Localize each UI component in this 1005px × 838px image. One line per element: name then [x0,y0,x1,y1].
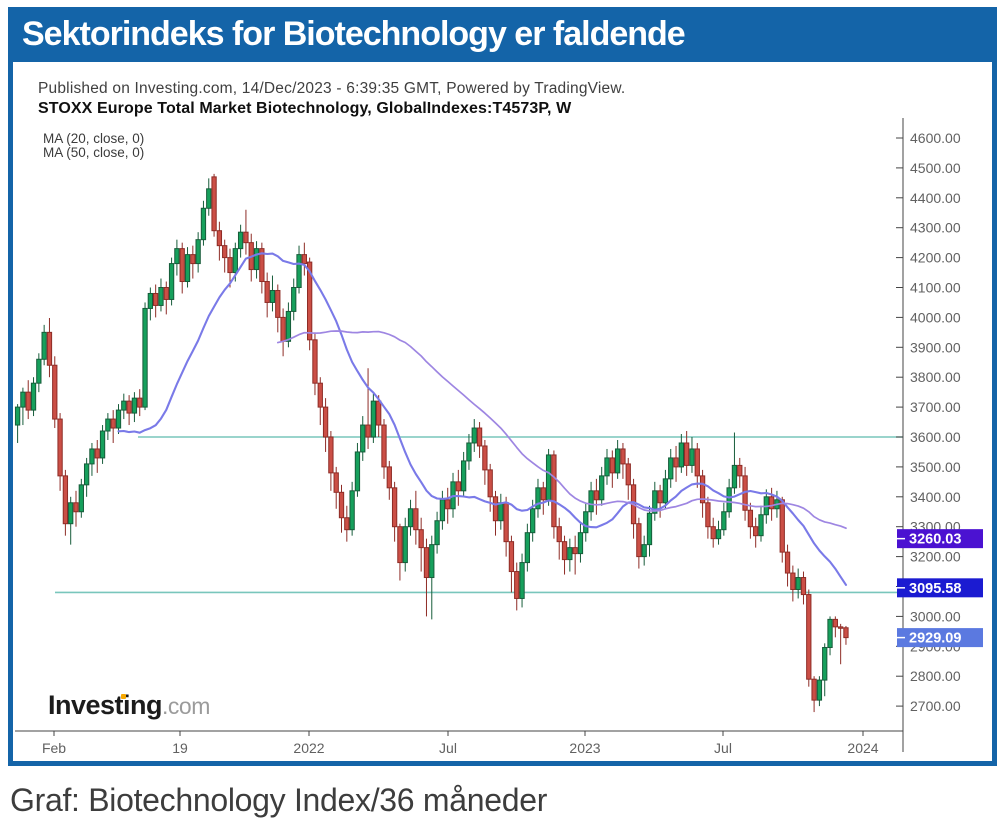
logo-orange-dot-icon [121,693,126,699]
investing-logo: Investing .com [48,690,210,721]
chart-frame [8,62,997,766]
chart-caption: Graf: Biotechnology Index/36 måneder [10,782,548,818]
investing-logo-brand: Investing [48,690,163,720]
headline-banner: Sektorindeks for Biotechnology er falden… [8,7,997,62]
symbol-line: STOXX Europe Total Market Biotechnology,… [38,100,572,117]
ma20-label: MA (20, close, 0) [43,131,145,146]
ma50-label: MA (50, close, 0) [43,145,145,160]
published-line: Published on Investing.com, 14/Dec/2023 … [38,80,626,97]
investing-logo-domain: .com [162,693,210,719]
headline-title: Sektorindeks for Biotechnology er falden… [22,15,686,53]
